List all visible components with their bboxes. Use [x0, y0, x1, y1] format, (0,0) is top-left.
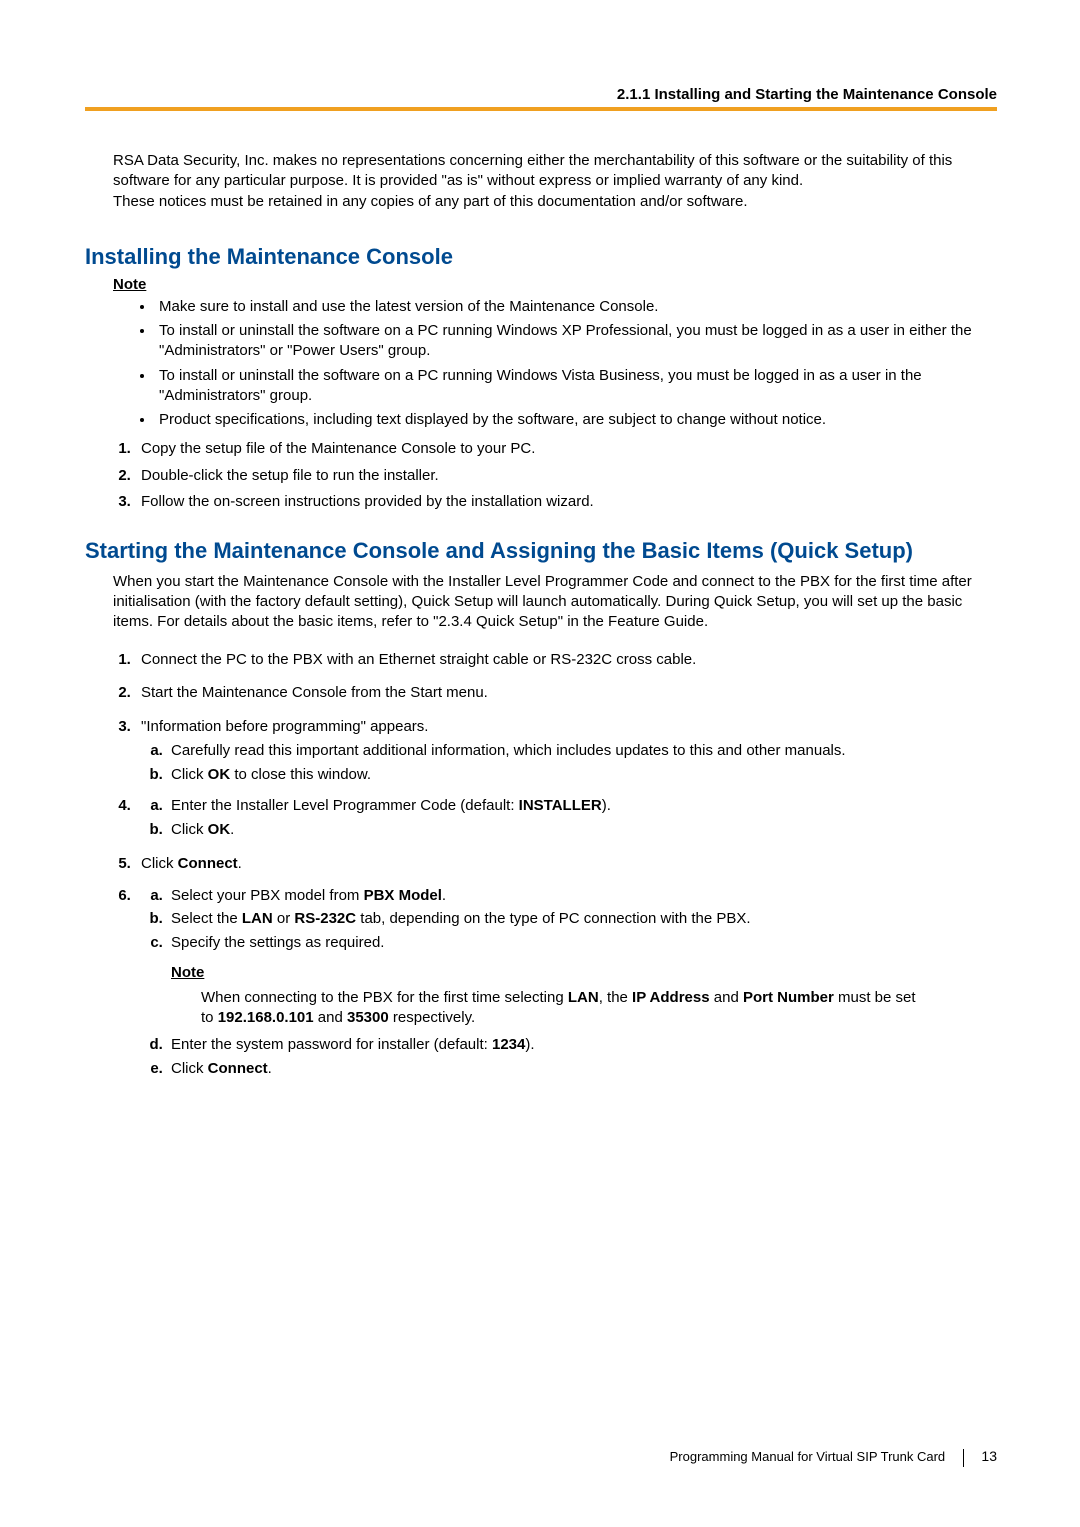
- substep-text: Specify the settings as required.: [171, 934, 384, 951]
- starting-step-5: Click Connect.: [135, 853, 997, 875]
- footer-divider: [963, 1449, 964, 1467]
- install-bullet: To install or uninstall the software on …: [155, 321, 997, 362]
- step-text: Click Connect.: [141, 855, 242, 872]
- heading-starting: Starting the Maintenance Console and Ass…: [85, 538, 997, 564]
- step-text: Start the Maintenance Console from the S…: [141, 684, 488, 701]
- bullet-text: Make sure to install and use the latest …: [159, 298, 658, 315]
- heading-installing: Installing the Maintenance Console: [85, 244, 997, 270]
- install-step: Double-click the setup file to run the i…: [135, 465, 997, 488]
- page-footer: Programming Manual for Virtual SIP Trunk…: [85, 1448, 997, 1467]
- footer-title: Programming Manual for Virtual SIP Trunk…: [670, 1449, 946, 1464]
- header-rule: [85, 107, 997, 111]
- step6c: Specify the settings as required.: [167, 932, 997, 954]
- install-bullet: Product specifications, including text d…: [155, 410, 997, 430]
- substep-text: Enter the Installer Level Programmer Cod…: [171, 797, 611, 814]
- step6b: Select the LAN or RS-232C tab, depending…: [167, 908, 997, 930]
- substep-text: Select the LAN or RS-232C tab, depending…: [171, 910, 751, 927]
- install-step: Copy the setup file of the Maintenance C…: [135, 438, 997, 461]
- substep-text: Click OK to close this window.: [171, 766, 371, 783]
- document-page: 2.1.1 Installing and Starting the Mainte…: [0, 0, 1080, 1527]
- substep-text: Select your PBX model from PBX Model.: [171, 887, 446, 904]
- step4a: Enter the Installer Level Programmer Cod…: [167, 795, 997, 817]
- intro-paragraph-1: RSA Data Security, Inc. makes no represe…: [113, 152, 952, 189]
- install-steps: Copy the setup file of the Maintenance C…: [113, 438, 997, 514]
- substep-text: Click OK.: [171, 821, 234, 838]
- intro-block: RSA Data Security, Inc. makes no represe…: [113, 151, 997, 212]
- step3b: Click OK to close this window.: [167, 764, 997, 786]
- substep-text: Enter the system password for installer …: [171, 1036, 535, 1053]
- step-intro: "Information before programming" appears…: [141, 718, 428, 735]
- step6e: Click Connect.: [167, 1058, 997, 1080]
- step6a: Select your PBX model from PBX Model.: [167, 885, 997, 907]
- step-text: Double-click the setup file to run the i…: [141, 467, 439, 484]
- substep-text: Click Connect.: [171, 1060, 272, 1077]
- step4b: Click OK.: [167, 819, 997, 841]
- step-text: Connect the PC to the PBX with an Ethern…: [141, 651, 696, 668]
- step-text: Copy the setup file of the Maintenance C…: [141, 440, 535, 457]
- install-bullet: Make sure to install and use the latest …: [155, 297, 997, 317]
- step6-substeps-cont: Enter the system password for installer …: [141, 1034, 997, 1080]
- starting-step-6: Select your PBX model from PBX Model. Se…: [135, 885, 997, 1080]
- starting-intro: When you start the Maintenance Console w…: [113, 572, 997, 633]
- install-bullet: To install or uninstall the software on …: [155, 366, 997, 407]
- starting-steps: Connect the PC to the PBX with an Ethern…: [113, 649, 997, 1080]
- intro-paragraph-2: These notices must be retained in any co…: [113, 193, 748, 210]
- step4-substeps: Enter the Installer Level Programmer Cod…: [141, 795, 997, 841]
- substep-text: Carefully read this important additional…: [171, 742, 846, 759]
- step3-substeps: Carefully read this important additional…: [141, 740, 997, 786]
- bullet-text: To install or uninstall the software on …: [159, 322, 972, 359]
- bullet-text: Product specifications, including text d…: [159, 411, 826, 428]
- starting-step-1: Connect the PC to the PBX with an Ethern…: [135, 649, 997, 671]
- step6-substeps: Select your PBX model from PBX Model. Se…: [141, 885, 997, 954]
- step3a: Carefully read this important additional…: [167, 740, 997, 762]
- starting-step-3: "Information before programming" appears…: [135, 716, 997, 785]
- bullet-text: To install or uninstall the software on …: [159, 367, 922, 404]
- install-note-bullets: Make sure to install and use the latest …: [135, 297, 997, 431]
- footer-page-number: 13: [981, 1448, 997, 1464]
- step6-note-label: Note: [171, 962, 997, 984]
- step6d: Enter the system password for installer …: [167, 1034, 997, 1056]
- page-header-section: 2.1.1 Installing and Starting the Mainte…: [85, 86, 997, 103]
- step6-note-body: When connecting to the PBX for the first…: [201, 988, 921, 1029]
- starting-step-2: Start the Maintenance Console from the S…: [135, 682, 997, 704]
- install-step: Follow the on-screen instructions provid…: [135, 491, 997, 514]
- starting-step-4: Enter the Installer Level Programmer Cod…: [135, 795, 997, 841]
- step-text: Follow the on-screen instructions provid…: [141, 493, 594, 510]
- note-label: Note: [113, 276, 997, 293]
